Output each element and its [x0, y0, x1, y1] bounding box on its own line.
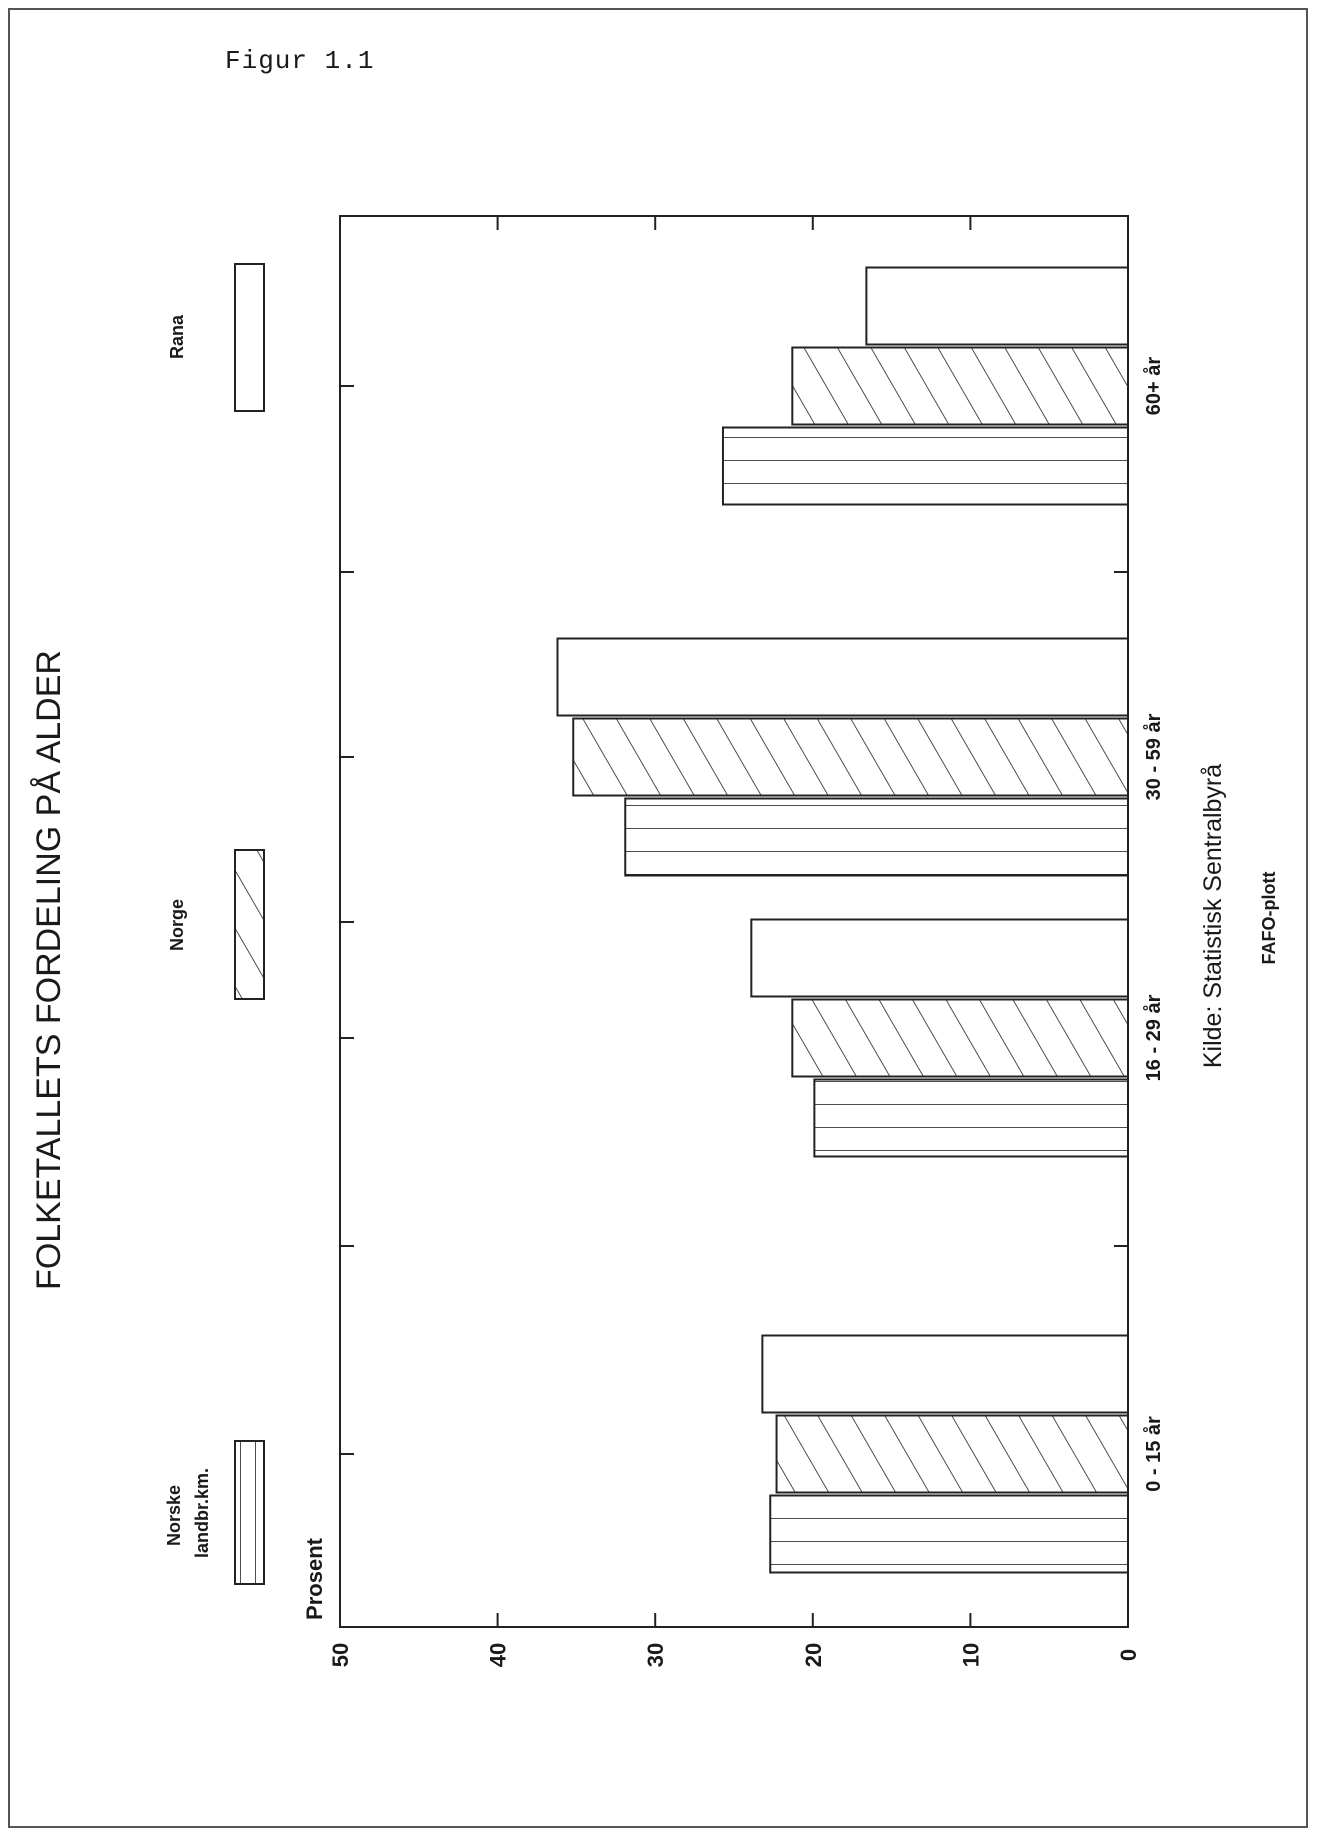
bar-norge: [775, 1414, 1129, 1494]
category-label: 16 - 29 år: [1142, 994, 1165, 1081]
bar-landbr: [813, 1078, 1129, 1158]
figure-label: Figur 1.1: [225, 46, 375, 76]
legend: Rana Norge Norske landbr.km.: [164, 263, 265, 1585]
value-tick-label: 0: [1116, 1649, 1141, 1661]
legend-label-norske-landbr: Norske landbr.km.: [164, 1468, 212, 1558]
bar-rana: [750, 918, 1129, 998]
bar-rana: [865, 266, 1129, 346]
bar-landbr: [624, 797, 1129, 877]
credit-note: FAFO-plott: [1259, 872, 1279, 965]
value-tick-label: 40: [486, 1643, 511, 1667]
legend-item-norge: Norge: [167, 849, 265, 1000]
page-frame: [8, 8, 1308, 1828]
legend-swatch-rana: [234, 263, 265, 412]
legend-label-line-2: landbr.km.: [192, 1468, 212, 1558]
value-tick-label: 30: [643, 1643, 668, 1667]
value-tick-label: 10: [958, 1643, 983, 1667]
legend-item-norske-landbr: Norske landbr.km.: [164, 1440, 265, 1585]
category-label: 60+ år: [1142, 357, 1165, 416]
bar-norge: [791, 346, 1129, 426]
legend-label-rana: Rana: [167, 314, 187, 359]
legend-item-rana: Rana: [167, 263, 265, 412]
bar-rana: [556, 637, 1129, 717]
bar-rana: [761, 1334, 1129, 1414]
legend-swatch-norske-landbr: [234, 1440, 265, 1585]
legend-label-norge: Norge: [167, 899, 187, 951]
category-label: 30 - 59 år: [1142, 713, 1165, 800]
bar-norge: [791, 998, 1129, 1078]
bar-landbr: [721, 426, 1130, 506]
legend-swatch-norge: [234, 849, 265, 1000]
bars: [556, 266, 1130, 1574]
chart-title: FOLKETALLETS FORDELING PÅ ALDER: [30, 650, 68, 1290]
value-tick-label: 20: [801, 1643, 826, 1667]
labels: 0 10 20 30 40 50 0 - 15 år 16 - 29 år 30 - 59 år…: [328, 357, 1165, 1668]
category-label: 0 - 15 år: [1142, 1416, 1165, 1492]
y-axis-label: Prosent: [302, 1537, 327, 1620]
source-note: Kilde: Statistisk Sentralbyrå: [1199, 764, 1227, 1068]
bar-landbr: [769, 1494, 1129, 1574]
value-tick-label: 50: [328, 1643, 353, 1667]
legend-label-line-1: Norske: [164, 1485, 184, 1546]
bar-norge: [572, 717, 1129, 797]
